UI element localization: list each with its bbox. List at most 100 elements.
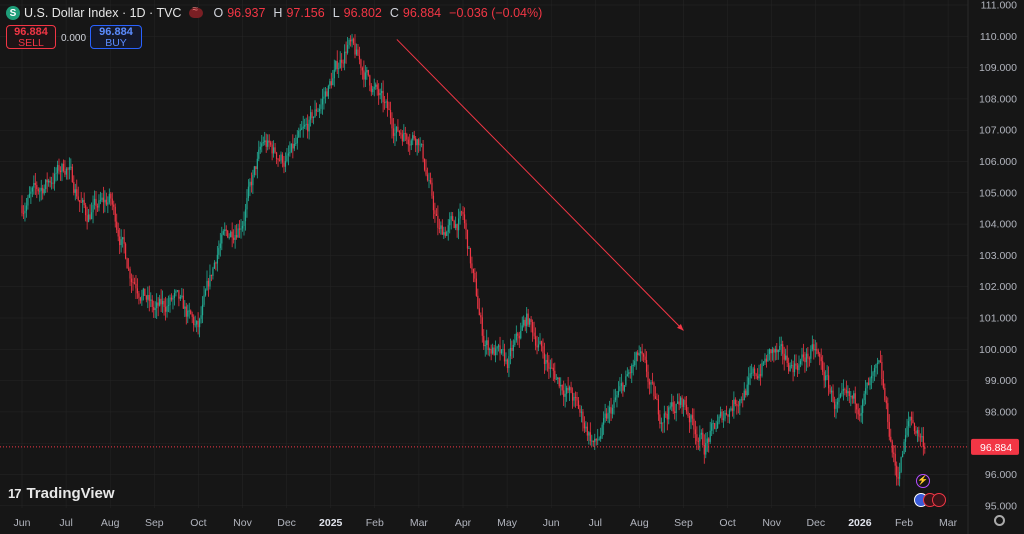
- candle-body: [879, 360, 881, 363]
- tradingview-wordmark: TradingView: [26, 485, 115, 502]
- candle-body: [395, 126, 398, 134]
- market-status-icon[interactable]: [189, 4, 204, 18]
- close-label: C: [389, 6, 399, 20]
- economic-events-icon[interactable]: [914, 493, 946, 507]
- candle-body: [345, 51, 347, 53]
- gear-icon[interactable]: [994, 515, 1005, 526]
- candle-body: [99, 199, 102, 201]
- candle-body: [271, 144, 273, 154]
- candle-body: [82, 199, 84, 203]
- spread-value: 0.000: [61, 33, 87, 44]
- candle-body: [250, 181, 252, 186]
- candle-body: [873, 368, 876, 373]
- candle-body: [98, 200, 100, 208]
- candle-body: [170, 297, 173, 300]
- candle-body: [252, 174, 254, 186]
- candlestick-series: [21, 33, 926, 487]
- candle-body: [492, 347, 494, 354]
- candle-body: [910, 416, 913, 421]
- sell-button[interactable]: 96.884 SELL: [6, 25, 56, 49]
- candle-body: [296, 137, 298, 144]
- candle-body: [321, 98, 324, 105]
- candle-body: [762, 362, 765, 364]
- candle-body: [378, 89, 380, 96]
- candle-body: [466, 229, 469, 249]
- candle-body: [900, 457, 902, 472]
- candle-body: [259, 146, 261, 150]
- candle-body: [113, 204, 115, 207]
- candle-body: [870, 375, 873, 379]
- candle-body: [860, 412, 862, 416]
- candle-body: [722, 418, 725, 420]
- candle-body: [435, 214, 437, 216]
- candle-body: [746, 384, 748, 396]
- candle-body: [465, 223, 467, 230]
- candle-body: [721, 411, 723, 420]
- candle-body: [567, 387, 569, 391]
- candle-body: [40, 187, 42, 191]
- candle-body: [495, 348, 497, 356]
- candle-body: [487, 340, 489, 351]
- candle-body: [705, 442, 707, 455]
- symbol-logo-icon[interactable]: S: [6, 6, 20, 20]
- candle-body: [36, 185, 38, 189]
- candle-body: [580, 411, 583, 413]
- candle-body: [28, 193, 30, 198]
- x-tick-label: 2026: [848, 517, 872, 529]
- candle-body: [77, 196, 79, 201]
- candle-body: [631, 365, 633, 374]
- candle-body: [425, 169, 427, 175]
- candle-body: [105, 199, 107, 205]
- candle-body: [49, 180, 51, 183]
- candle-body: [34, 182, 36, 186]
- candle-body: [453, 220, 455, 228]
- candle-body: [758, 374, 760, 379]
- candle-body: [789, 365, 791, 372]
- candle-body: [277, 158, 279, 160]
- candle-body: [511, 348, 513, 351]
- candle-body: [733, 399, 735, 411]
- candle-body: [327, 85, 329, 97]
- candle-body: [906, 426, 908, 436]
- candle-body: [62, 163, 65, 171]
- candle-body: [265, 140, 267, 147]
- trend-line[interactable]: [396, 39, 684, 331]
- candle-body: [835, 404, 837, 409]
- candle-body: [622, 383, 624, 391]
- candle-body: [881, 362, 883, 380]
- candle-body: [579, 408, 581, 413]
- candle-body: [685, 404, 688, 412]
- candle-body: [286, 155, 288, 162]
- candle-body: [441, 225, 443, 235]
- candle-body: [508, 356, 510, 369]
- candle-body: [318, 108, 321, 112]
- time-axis[interactable]: Jun Jul Aug Sep Oct Nov Dec 2025 Feb Mar Apr May Jun…: [14, 517, 958, 529]
- candle-body: [783, 353, 785, 360]
- tradingview-logo[interactable]: 17 TradingView: [8, 485, 115, 502]
- candle-body: [635, 352, 637, 362]
- buy-button[interactable]: 96.884 BUY: [90, 25, 142, 49]
- candle-body: [712, 423, 714, 424]
- candle-body: [687, 411, 689, 417]
- candle-body: [330, 81, 332, 86]
- candle-body: [102, 197, 104, 203]
- price-axis[interactable]: 111.000 110.000 109.000 108.000 107.000 106.0…: [967, 0, 1017, 534]
- symbol-title[interactable]: U.S. Dollar Index · 1D · TVC: [24, 6, 182, 20]
- candle-body: [83, 199, 85, 206]
- candle-body: [823, 371, 825, 381]
- candle-body: [734, 399, 736, 405]
- candle-body: [401, 134, 403, 142]
- candle-body: [795, 363, 797, 366]
- y-tick-label: 108.000: [979, 93, 1017, 105]
- x-tick-label: Jun: [14, 517, 31, 529]
- lightning-icon[interactable]: ⚡: [916, 474, 930, 488]
- candle-body: [563, 390, 565, 397]
- candle-body: [571, 392, 574, 401]
- candle-body: [727, 414, 729, 417]
- candle-body: [67, 168, 69, 170]
- candle-body: [469, 248, 472, 264]
- candle-body: [283, 162, 285, 167]
- candle-body: [314, 109, 316, 117]
- candle-body: [409, 144, 411, 146]
